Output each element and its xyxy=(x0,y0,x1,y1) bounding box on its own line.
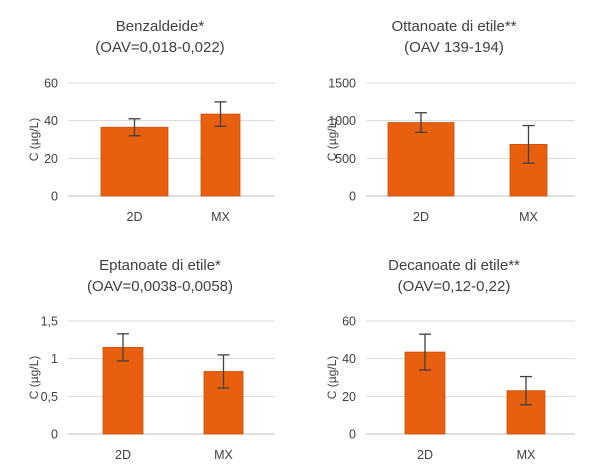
y-tick-label: 40 xyxy=(342,352,356,366)
chart-panel: Benzaldeide* (OAV=0,018-0,022) 0 20 40 60 C (µ… xyxy=(27,18,275,224)
x-category-label: 2D xyxy=(115,448,131,462)
x-category-label: MX xyxy=(214,448,233,462)
y-tick-label: 40 xyxy=(44,114,58,128)
chart-subtitle: (OAV 139-194) xyxy=(404,39,504,56)
bar xyxy=(509,143,548,197)
chart-subtitle: (OAV=0,0038-0,0058) xyxy=(87,278,233,295)
y-tick-label: 1500 xyxy=(328,77,356,91)
y-tick-label: 0,5 xyxy=(41,390,58,404)
y-axis-label: C (µg/L) xyxy=(325,356,339,400)
bar xyxy=(387,122,455,197)
chart-panel: Decanoate di etile** (OAV=0,12-0,22) 0 20 40… xyxy=(325,257,575,462)
y-tick-label: 0 xyxy=(51,428,58,442)
y-tick-label: 20 xyxy=(342,390,356,404)
chart-title: Decanoate di etile** xyxy=(388,257,520,274)
bar xyxy=(200,113,241,197)
x-category-label: 2D xyxy=(127,210,143,224)
y-tick-label: 0 xyxy=(349,428,356,442)
y-tick-label: 0 xyxy=(51,190,58,204)
y-tick-label: 1000 xyxy=(328,114,356,128)
chart-subtitle: (OAV=0,12-0,22) xyxy=(398,278,511,295)
chart-title: Ottanoate di etile** xyxy=(391,18,516,35)
chart-title: Benzaldeide* xyxy=(116,18,205,35)
y-axis-label: C (µg/L) xyxy=(325,118,339,162)
y-tick-label: 60 xyxy=(342,315,356,329)
x-category-label: 2D xyxy=(417,448,433,462)
chart-title: Eptanoate di etile* xyxy=(99,257,221,274)
chart-panel: Ottanoate di etile** (OAV 139-194) 0 500 100… xyxy=(325,18,575,224)
x-category-label: MX xyxy=(519,210,538,224)
y-tick-label: 1,5 xyxy=(41,315,58,329)
chart-subtitle: (OAV=0,018-0,022) xyxy=(95,39,224,56)
x-category-label: MX xyxy=(211,210,230,224)
y-axis-label: C (µg/L) xyxy=(27,356,41,400)
x-category-label: MX xyxy=(517,448,536,462)
chart-panel: Eptanoate di etile* (OAV=0,0038-0,0058) 0 0… xyxy=(27,257,275,462)
x-category-label: 2D xyxy=(413,210,429,224)
y-tick-label: 60 xyxy=(44,77,58,91)
bar xyxy=(102,346,144,435)
y-tick-label: 0 xyxy=(349,190,356,204)
y-tick-label: 1 xyxy=(51,352,58,366)
y-tick-label: 20 xyxy=(44,152,58,166)
y-tick-label: 500 xyxy=(335,152,356,166)
bar xyxy=(100,126,169,197)
y-axis-label: C (µg/L) xyxy=(27,118,41,162)
